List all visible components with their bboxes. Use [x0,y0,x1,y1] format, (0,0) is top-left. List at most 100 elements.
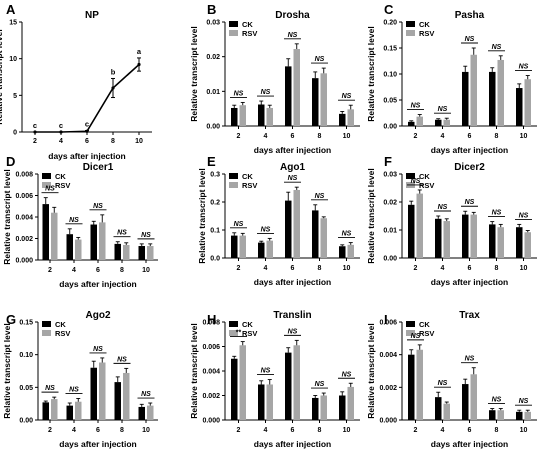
significance-label: NS [492,210,502,217]
bar-ck [489,71,496,126]
x-axis-label: days after injection [254,145,331,155]
bar-ck [462,384,469,420]
significance-label: NS [288,175,298,182]
bar-ck [90,367,97,420]
panel-b: B Drosha 0.00 0.01 0.02 0.03 days after inject… [189,2,360,155]
bar-ck [90,224,97,260]
x-tick-label: 8 [120,427,124,434]
x-tick-label: 10 [343,427,351,434]
bar-ck [516,88,523,126]
significance-label: NS [342,93,352,100]
x-axis-label: days after injection [431,145,508,155]
y-axis-label: Relative transcript level [0,29,4,124]
legend-label: RSV [419,329,434,338]
x-tick-label: 6 [468,265,472,272]
y-tick-label: 0.002 [15,236,33,243]
y-tick-label: 0.1 [210,228,220,235]
bar-rsv [293,345,300,420]
bar-ck [42,204,49,260]
x-axis-label: days after injection [254,439,331,449]
bar-ck [66,405,73,420]
bar-rsv [320,73,327,126]
panel-letter: B [207,2,216,17]
legend-swatch-rsv [406,330,415,336]
y-tick-label: 0.00 [206,124,220,131]
bar-rsv [266,107,273,126]
panel-h: H Translin 0.000 0.002 0.004 0.006 0.008 days a… [189,310,360,449]
legend-label: CK [242,320,253,329]
x-tick-label: 8 [120,267,124,274]
significance-label: NS [93,203,103,210]
legend-swatch-ck [406,21,415,27]
bar-rsv [470,54,477,127]
bar-ck [258,242,265,258]
bar-ck [408,204,415,258]
legend-label: RSV [419,29,434,38]
x-axis-label: days after injection [431,439,508,449]
legend-label: RSV [55,329,70,338]
legend-swatch-rsv [229,30,238,36]
y-axis-label: Relative transcript level [2,169,12,264]
significance-label: NS [492,397,502,404]
y-tick-label: 0.15 [19,320,33,327]
y-tick-label: 0.004 [15,215,33,222]
bar-rsv [99,362,106,420]
y-axis-label: Relative transcript level [189,323,199,418]
panel-title: Ago1 [280,162,305,173]
significance-label: NS [438,204,448,211]
significance-label: NS [315,193,325,200]
legend-swatch-rsv [229,330,238,336]
x-tick-label: 2 [237,133,241,140]
panel-d: D Dicer1 0.000 0.002 0.004 0.006 0.008 days aft… [2,154,158,289]
x-tick-label: 10 [142,427,150,434]
bar-ck [435,119,442,126]
y-tick-label: 0.10 [19,352,33,359]
x-tick-label: 10 [142,267,150,274]
data-point [111,86,115,90]
panel-letter: H [207,312,216,327]
y-axis-label: Relative transcript level [366,26,376,121]
panel-letter: C [384,2,394,17]
x-tick-label: 10 [135,138,143,145]
bar-rsv [239,345,246,420]
bar-rsv [416,193,423,258]
bar-rsv [443,119,450,126]
y-tick-label: 0 [13,130,17,137]
x-tick-label: 4 [441,133,445,140]
x-tick-label: 2 [48,427,52,434]
bar-rsv [524,411,531,420]
legend-label: CK [55,320,66,329]
y-tick-label: 0.004 [379,352,397,359]
bar-rsv [347,244,354,258]
bar-rsv [497,59,504,126]
significance-label: NS [234,90,244,97]
x-tick-label: 10 [343,133,351,140]
bar-rsv [443,403,450,420]
bar-ck [66,234,73,260]
y-tick-label: 0.10 [383,72,397,79]
x-tick-label: 6 [468,427,472,434]
data-point [59,130,63,134]
x-tick-label: 10 [520,427,528,434]
bar-ck [231,358,238,420]
panel-letter: A [6,2,16,17]
legend-label: CK [242,172,253,181]
bar-ck [489,410,496,420]
x-tick-label: 6 [291,265,295,272]
bar-ck [462,214,469,258]
panel-title: Ago2 [86,310,111,321]
y-tick-label: 0.20 [383,20,397,27]
bar-ck [258,104,265,126]
significance-label: NS [141,391,151,398]
significance-label: NS [45,186,55,193]
y-tick-label: 0.004 [202,369,220,376]
panel-letter: E [207,154,216,169]
y-tick-label: 0.000 [379,418,397,425]
legend-label: CK [55,172,66,181]
bar-ck [231,235,238,258]
legend-swatch-rsv [229,182,238,188]
x-tick-label: 10 [520,265,528,272]
panel-title: Translin [273,310,311,321]
y-axis-label: Relative transcript level [2,323,12,418]
bar-ck [312,78,319,126]
